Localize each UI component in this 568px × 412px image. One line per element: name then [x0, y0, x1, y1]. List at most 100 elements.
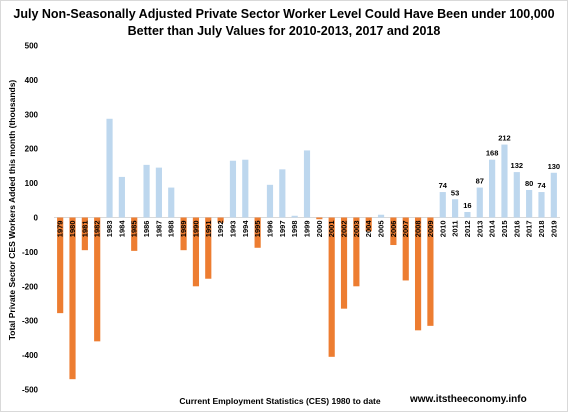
bar-2010: [439, 192, 446, 218]
bar-1981: [81, 217, 88, 251]
x-tick-label: 1982: [93, 221, 102, 238]
x-tick-label: 2006: [389, 221, 398, 238]
x-tick-label: 2018: [537, 221, 546, 238]
y-tick-label: 400: [25, 76, 39, 85]
x-tick-label: 2003: [352, 221, 361, 238]
bar-2013: [476, 187, 483, 218]
y-tick-label: -400: [22, 351, 39, 360]
data-label: 74: [537, 181, 546, 190]
x-tick-label: 1989: [179, 221, 188, 238]
x-tick-label: 1997: [278, 221, 287, 238]
bar-2007: [402, 217, 409, 281]
bar-2016: [513, 172, 520, 218]
bar-1979: [57, 217, 64, 314]
x-tick-label: 1995: [253, 221, 262, 238]
x-tick-label: 2013: [475, 221, 484, 238]
watermark-text: www.itstheeconomy.info: [410, 394, 527, 405]
bar-1998: [291, 215, 298, 218]
bar-1997: [279, 169, 286, 218]
bar-1993: [229, 160, 237, 218]
x-tick-label: 1994: [241, 220, 250, 238]
y-tick-label: 500: [25, 42, 39, 51]
bar-2002: [340, 217, 348, 309]
data-label: 16: [463, 201, 471, 210]
bar-2015: [501, 144, 508, 218]
data-label: 80: [525, 179, 533, 188]
x-tick-label: 2017: [525, 221, 534, 238]
bar-1996: [266, 184, 274, 218]
bar-1980: [69, 217, 76, 380]
x-tick-label: 2014: [488, 220, 497, 238]
bar-2018: [538, 192, 545, 218]
bar-1990: [192, 217, 200, 287]
y-tick-label: -300: [22, 317, 39, 326]
x-tick-label: 1980: [68, 221, 77, 238]
x-tick-label: 1992: [216, 221, 225, 238]
bar-2001: [328, 217, 335, 357]
bar-1994: [242, 159, 249, 218]
x-tick-label: 1986: [142, 221, 151, 238]
chart-title: July Non-Seasonally Adjusted Private Sec…: [0, 6, 568, 40]
x-tick-label: 2019: [549, 221, 558, 238]
data-label: 130: [548, 162, 561, 171]
x-tick-label: 1993: [228, 221, 237, 238]
bar-2011: [452, 199, 459, 218]
data-label: 168: [486, 149, 499, 158]
bar-1986: [143, 164, 150, 218]
data-label: 132: [511, 161, 524, 170]
bar-1985: [131, 217, 138, 251]
x-tick-label: 2011: [451, 221, 460, 237]
x-tick-label: 1984: [117, 220, 126, 238]
bar-2000: [316, 217, 323, 220]
bar-1987: [155, 167, 162, 218]
data-label: 87: [476, 177, 484, 186]
bar-1982: [94, 217, 101, 342]
x-tick-label: 2004: [364, 220, 373, 238]
y-tick-label: -100: [22, 248, 39, 257]
x-tick-label: 1987: [154, 221, 163, 238]
bar-2004: [365, 217, 372, 232]
x-tick-label: 2009: [426, 221, 435, 238]
x-tick-label: 1999: [303, 221, 312, 238]
x-tick-label: 1998: [290, 221, 299, 238]
x-tick-label: 2001: [327, 221, 336, 238]
bar-1989: [180, 217, 187, 251]
x-tick-label: 1983: [105, 221, 114, 238]
chart-title-line-1: July Non-Seasonally Adjusted Private Sec…: [13, 7, 555, 21]
x-tick-label: 1991: [204, 221, 213, 238]
x-tick-label: 2002: [340, 221, 349, 238]
bar-1984: [118, 176, 125, 218]
x-tick-label: 2015: [500, 220, 509, 237]
x-tick-label: 1979: [56, 221, 65, 238]
bar-1999: [303, 150, 311, 218]
bar-2008: [414, 217, 422, 331]
data-label: 212: [498, 134, 511, 143]
x-tick-label: 2016: [512, 221, 521, 238]
chart-title-line-2: Better than July Values for 2010-2013, 2…: [127, 24, 441, 38]
y-tick-label: 200: [25, 145, 39, 154]
data-label: 74: [439, 181, 448, 190]
y-tick-label: -500: [22, 386, 39, 395]
x-tick-label: 2000: [315, 221, 324, 238]
x-tick-label: 1985: [130, 221, 139, 238]
y-tick-label: 300: [25, 110, 39, 119]
bar-1983: [106, 118, 113, 218]
bar-2005: [377, 214, 385, 218]
x-tick-label: 2012: [463, 221, 472, 238]
x-tick-label: 1996: [265, 221, 274, 238]
bar-2003: [353, 217, 360, 287]
bar-1988: [168, 187, 175, 218]
data-label: 53: [451, 188, 459, 197]
x-tick-label: 2005: [377, 221, 386, 238]
bar-2019: [550, 172, 557, 218]
bar-1992: [217, 217, 224, 223]
bar-2012: [464, 211, 471, 218]
y-tick-label: -200: [22, 282, 39, 291]
bar-1995: [254, 217, 261, 248]
x-tick-label: 1981: [80, 221, 89, 238]
x-tick-label: 1988: [167, 221, 176, 238]
x-tick-label: 2008: [414, 221, 423, 238]
y-tick-label: 0: [34, 214, 39, 223]
bar-2006: [390, 217, 397, 246]
